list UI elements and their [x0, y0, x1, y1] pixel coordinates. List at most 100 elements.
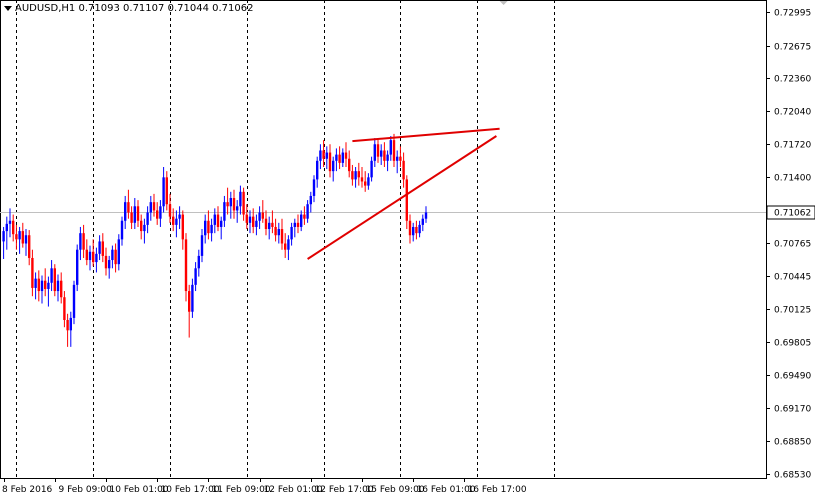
candle-body: [261, 212, 264, 219]
candle-body: [194, 268, 197, 285]
candle-body: [63, 297, 66, 320]
candle-body: [252, 216, 255, 227]
candle-body: [98, 241, 101, 254]
candle-body: [373, 144, 376, 161]
x-tick-label: 11 Feb 09:00: [212, 485, 271, 495]
candle-body: [66, 319, 69, 331]
candle-body: [124, 202, 127, 221]
candle-body: [232, 198, 236, 211]
candle-body: [351, 171, 354, 180]
candle-body: [364, 181, 367, 186]
candle-body: [85, 249, 88, 261]
candle-body: [76, 249, 79, 285]
candle-body: [178, 214, 181, 219]
candle-body: [72, 284, 76, 318]
candle-body: [172, 216, 175, 225]
candle-body: [191, 284, 194, 312]
y-tick-label: 0.69490: [774, 372, 811, 382]
candle-body: [271, 222, 274, 227]
high-price: 0.71107: [123, 3, 165, 14]
candle-body: [332, 160, 335, 172]
candle-body: [357, 171, 360, 178]
candle-body: [159, 206, 162, 219]
candle-body: [152, 202, 156, 211]
candle-body: [56, 280, 60, 292]
candle-body: [303, 214, 306, 219]
candle-body: [402, 160, 405, 180]
candle-body: [40, 280, 44, 292]
y-tick-label: 0.70765: [774, 240, 811, 250]
x-tick-label: 12 Feb 17:00: [315, 485, 374, 495]
candle-body: [268, 222, 271, 230]
candle-body: [354, 171, 357, 180]
candle-body: [168, 204, 172, 217]
trendline[interactable]: [352, 127, 500, 143]
candle-body: [274, 226, 277, 236]
candle-body: [335, 154, 338, 161]
candle-body: [5, 223, 8, 232]
candle-body: [120, 220, 124, 240]
candle-body: [47, 282, 50, 289]
dropdown-triangle-icon[interactable]: [4, 5, 12, 11]
x-tick-label: 16 Feb 17:00: [468, 485, 527, 495]
candle-body: [412, 226, 415, 236]
y-tick-label: 0.72040: [774, 108, 811, 118]
current-price-tag: [766, 205, 815, 220]
candle-body: [239, 191, 242, 207]
candle-body: [34, 278, 37, 288]
chart-header: AUDUSD,H1 0.71093 0.71107 0.71044 0.7106…: [4, 3, 253, 14]
x-tick-label: 15 Feb 09:00: [366, 485, 425, 495]
candle-body: [204, 220, 207, 236]
low-price: 0.71044: [167, 3, 209, 14]
candle-body: [293, 222, 296, 227]
y-tick-label: 0.72675: [774, 43, 811, 53]
candle-body: [280, 229, 284, 244]
candle-body: [328, 152, 332, 172]
candle-body: [60, 280, 63, 298]
y-tick-label: 0.71400: [774, 174, 811, 184]
candle-body: [21, 231, 24, 244]
candle-body: [325, 152, 328, 159]
y-tick-label: 0.68850: [774, 438, 811, 448]
trendline[interactable]: [307, 135, 497, 260]
y-tick-label: 0.68530: [774, 471, 811, 481]
chart-shift-icon[interactable]: [499, 1, 508, 5]
candle-body: [312, 179, 316, 196]
candle-body: [376, 144, 380, 157]
candle-body: [188, 291, 191, 312]
candle-body: [229, 198, 232, 207]
candle-body: [146, 212, 149, 225]
candle-body: [149, 202, 152, 213]
candle-body: [37, 278, 40, 292]
candle-body: [415, 226, 418, 234]
candle-body: [223, 202, 226, 221]
x-tick-label: 8 Feb 2016: [2, 485, 53, 495]
candle-body: [69, 317, 72, 331]
candle-body: [418, 224, 421, 234]
candle-body: [181, 214, 184, 240]
candle-body: [296, 222, 300, 227]
candle-body: [117, 239, 120, 265]
candle-body: [367, 177, 370, 186]
candle-body: [130, 212, 133, 223]
candle-body: [255, 220, 258, 227]
candle-body: [399, 156, 402, 161]
y-tick-label: 0.69805: [774, 339, 811, 349]
candle-body: [245, 214, 248, 223]
candle-body: [136, 206, 140, 221]
candle-body: [12, 220, 15, 235]
close-price: 0.71062: [212, 3, 254, 14]
candle-body: [162, 177, 165, 207]
candle-body: [424, 212, 428, 219]
x-tick-label: 9 Feb 09:00: [59, 485, 113, 495]
candle-body: [8, 220, 12, 224]
candle-body: [380, 150, 383, 157]
candle-body: [127, 202, 130, 213]
candle-body: [213, 214, 216, 225]
candle-body: [50, 268, 53, 283]
candle-body: [108, 260, 111, 269]
candle-body: [287, 239, 290, 250]
candle-body: [341, 152, 344, 163]
